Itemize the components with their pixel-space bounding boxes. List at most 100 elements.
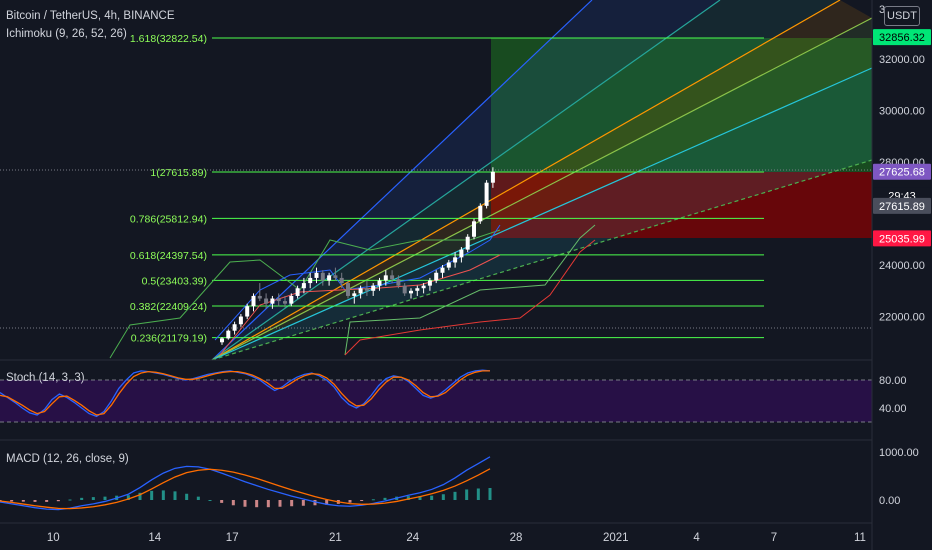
- macd-histogram-bar: [266, 500, 270, 508]
- candle-body: [352, 293, 357, 296]
- candle-body: [245, 306, 250, 317]
- time-tick-label: 4: [693, 532, 700, 544]
- macd-histogram-bar: [231, 500, 235, 506]
- candle-body: [308, 277, 313, 284]
- candle-body: [339, 277, 344, 284]
- time-tick-label: 11: [854, 532, 866, 544]
- candle-body: [346, 283, 350, 296]
- macd-histogram-bar: [360, 500, 364, 501]
- candle-body: [459, 249, 464, 258]
- time-tick-label: 28: [510, 532, 523, 544]
- candle-body: [320, 272, 325, 281]
- senkou-b-line: [344, 239, 596, 356]
- macd-histogram-bar: [10, 500, 14, 502]
- senkou-a-line: [344, 224, 596, 356]
- macd-histogram-bar: [418, 496, 422, 500]
- candle-body: [333, 275, 338, 278]
- macd-tick-label: 1000.00: [879, 447, 919, 459]
- candle-body: [383, 275, 388, 281]
- time-tick-label: 21: [329, 532, 342, 544]
- candle-body: [390, 275, 395, 280]
- candle-body: [409, 290, 413, 294]
- price-tag-label: 27625.68: [879, 167, 925, 179]
- stoch-tick-label: 80.00: [879, 375, 907, 387]
- macd-histogram-bar: [313, 500, 317, 506]
- price-tag-label: 32856.32: [879, 32, 925, 44]
- macd-histogram-bar: [80, 497, 84, 500]
- fan-ray: [211, 67, 873, 361]
- price-tag-bg: [873, 197, 931, 214]
- stoch-k-line: [0, 369, 491, 418]
- price-tick-label: 30000.00: [879, 106, 925, 118]
- macd-histogram-bar: [33, 500, 37, 502]
- fib-level-label: 1(27615.89): [150, 167, 207, 179]
- profit-zone: [491, 38, 872, 172]
- candle-body: [264, 298, 269, 304]
- price-axis[interactable]: 32000.0030000.0028000.0024000.0022000.00…: [871, 0, 925, 550]
- candle-body: [314, 272, 319, 278]
- macd-histogram-bar: [453, 491, 457, 500]
- candle-body: [226, 330, 231, 339]
- macd-histogram-bar: [103, 496, 107, 500]
- candle-body: [220, 338, 224, 343]
- stoch-tick-label: 40.00: [879, 403, 907, 415]
- time-tick-label: 17: [226, 532, 239, 544]
- fib-level-label: 0.786(25812.94): [130, 213, 207, 225]
- macd-histogram-bar: [173, 491, 177, 500]
- macd-histogram-bar: [91, 497, 95, 500]
- macd-histogram-bar: [290, 500, 294, 507]
- candle-body: [396, 279, 401, 286]
- candle-body: [295, 288, 300, 296]
- macd-histogram-bar: [383, 497, 387, 500]
- candle-body: [427, 280, 432, 286]
- candle-body: [301, 283, 306, 289]
- symbol-legend[interactable]: Bitcoin / TetherUS, 4h, BINANCE: [6, 10, 175, 22]
- macd-histogram-bar: [301, 500, 305, 506]
- price-tick-label: 32000.00: [879, 54, 925, 66]
- candle-body: [484, 182, 489, 206]
- ichimoku-lines: [109, 224, 596, 359]
- macd-line: [0, 456, 491, 511]
- candle-body: [421, 285, 426, 289]
- fan-ray: [211, 0, 721, 361]
- macd-histogram-bar: [430, 495, 434, 500]
- time-tick-label: 2021: [603, 532, 629, 544]
- macd-histogram-bar: [126, 495, 130, 500]
- candle-body: [238, 316, 243, 325]
- price-tick-label: 22000.00: [879, 312, 925, 324]
- macd-histogram-bar: [348, 500, 352, 503]
- candle-body: [257, 295, 262, 299]
- candle-body: [440, 267, 445, 273]
- macd-histogram-bar: [278, 500, 282, 507]
- time-axis[interactable]: 10 14 17 21 24 28 2021 4 7 11: [47, 532, 866, 544]
- macd-histogram-bar: [138, 492, 142, 500]
- candle-body: [358, 288, 363, 294]
- price-tick-label: 3: [879, 4, 885, 16]
- macd-tick-label: 0.00: [879, 495, 900, 507]
- candle-body: [465, 236, 470, 250]
- fan-band: [212, 0, 872, 360]
- candlesticks[interactable]: [220, 167, 495, 345]
- macd-signal-line: [0, 468, 491, 510]
- macd-histogram-bar: [371, 499, 375, 501]
- candle-body: [270, 298, 275, 304]
- macd-histogram-bar: [56, 500, 60, 502]
- tenkan-line: [214, 224, 501, 341]
- macd-histogram-bar: [255, 500, 259, 508]
- macd-legend: MACD (12, 26, close, 9): [6, 453, 129, 465]
- macd-histogram-bar: [406, 496, 410, 500]
- indicator-panels: Stoch (14, 3, 3) MACD (12, 26, close, 9): [0, 359, 872, 524]
- price-tag-bg: [873, 163, 931, 180]
- stoch-legend: Stoch (14, 3, 3): [6, 372, 85, 384]
- ichimoku-legend[interactable]: Ichimoku (9, 26, 52, 26): [6, 28, 127, 40]
- fib-retracement: 1.618(32822.54) 1(27615.89) 0.786(25812.94…: [0, 33, 872, 345]
- macd-histogram-bar: [476, 488, 480, 500]
- macd-histogram-bar: [150, 490, 154, 500]
- time-tick-label: 14: [148, 532, 161, 544]
- currency-badge[interactable]: USDT: [884, 6, 920, 26]
- macd-histogram-bar: [465, 489, 469, 500]
- macd-histogram-bar: [243, 500, 247, 507]
- price-tag-bg: [873, 29, 931, 46]
